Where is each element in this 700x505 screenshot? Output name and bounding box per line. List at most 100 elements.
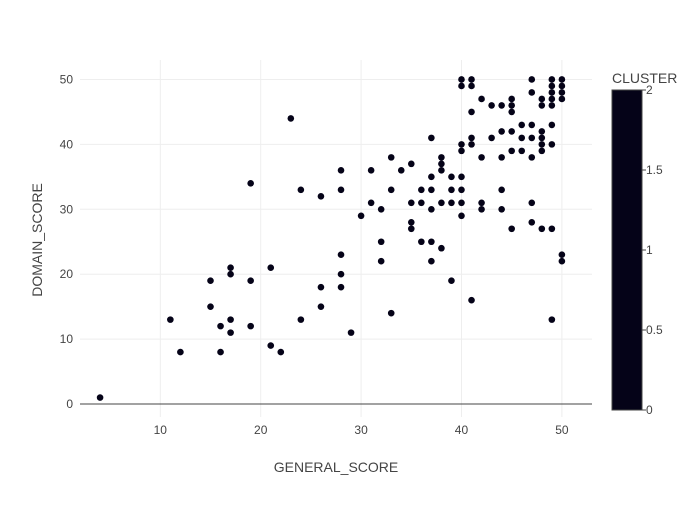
data-point <box>217 322 224 330</box>
data-point <box>548 82 556 90</box>
data-point <box>458 186 465 194</box>
data-point <box>548 141 556 148</box>
data-point <box>367 167 375 174</box>
data-point <box>498 205 505 213</box>
data-point <box>478 205 485 213</box>
data-point <box>558 257 566 265</box>
colorbar-tick-label: 1 <box>646 243 653 257</box>
data-point <box>508 95 515 103</box>
data-point <box>538 128 546 135</box>
data-point <box>458 199 465 207</box>
data-point <box>317 303 325 310</box>
data-point <box>407 218 415 226</box>
data-point <box>418 186 425 194</box>
data-point <box>548 95 556 103</box>
data-point <box>498 186 505 194</box>
data-point <box>337 251 345 259</box>
data-point <box>438 160 445 168</box>
data-point <box>448 277 455 284</box>
data-point <box>538 134 546 142</box>
data-point <box>407 225 415 233</box>
x-tick-label: 40 <box>455 423 469 437</box>
x-tick-label: 10 <box>154 423 168 437</box>
data-point <box>167 316 174 323</box>
data-point <box>558 89 566 96</box>
data-point <box>538 102 546 109</box>
data-point <box>227 270 234 278</box>
data-point <box>438 167 445 174</box>
colorbar-ticks: 0 0.5 1 1.5 2 <box>642 83 663 417</box>
data-point <box>478 95 485 103</box>
data-point <box>418 199 425 207</box>
data-point <box>538 225 546 233</box>
data-point <box>337 186 345 194</box>
data-point <box>538 147 546 155</box>
data-point <box>438 244 445 252</box>
data-point <box>438 199 445 207</box>
data-point <box>518 134 526 142</box>
data-point <box>387 309 395 317</box>
data-point <box>428 173 435 181</box>
colorbar-tick-label: 2 <box>646 83 653 97</box>
data-point <box>498 128 505 135</box>
data-point <box>387 154 395 161</box>
y-axis-ticks: 0 10 20 30 40 50 <box>60 72 74 411</box>
data-point <box>508 147 515 155</box>
data-point <box>508 108 515 116</box>
data-point <box>528 154 536 161</box>
data-point <box>468 141 475 148</box>
x-axis-ticks: 10 20 30 40 50 <box>154 423 569 437</box>
data-point <box>418 238 425 246</box>
data-point <box>277 348 285 356</box>
data-point <box>317 193 325 200</box>
data-point <box>428 186 435 194</box>
data-point <box>347 329 355 336</box>
data-point <box>407 199 415 207</box>
data-point <box>227 329 234 336</box>
data-point <box>508 128 515 135</box>
data-point <box>287 115 295 122</box>
data-point <box>377 238 385 246</box>
data-point <box>478 199 485 207</box>
data-point <box>478 154 485 161</box>
data-point <box>377 205 385 213</box>
data-point <box>548 76 556 83</box>
data-point <box>357 212 365 220</box>
x-axis-label: GENERAL_SCORE <box>274 459 398 475</box>
data-point <box>498 154 505 161</box>
data-point <box>468 108 475 116</box>
data-point <box>428 205 435 213</box>
data-point <box>247 322 254 330</box>
data-point <box>528 199 536 207</box>
data-point <box>367 199 375 207</box>
colorbar-tick-label: 0 <box>646 403 653 417</box>
data-point <box>387 186 395 194</box>
data-point <box>227 316 234 323</box>
data-point <box>558 82 566 90</box>
data-point <box>458 147 465 155</box>
data-point <box>538 95 546 103</box>
data-point <box>267 342 275 349</box>
data-point <box>337 283 345 291</box>
colorbar-tick-label: 0.5 <box>646 323 663 337</box>
y-tick-label: 50 <box>60 72 74 86</box>
data-point <box>247 180 254 187</box>
data-point <box>498 102 505 109</box>
y-axis-label: DOMAIN_SCORE <box>29 183 45 297</box>
data-point <box>247 277 254 284</box>
data-point <box>337 270 345 278</box>
data-point <box>488 102 495 109</box>
data-point <box>508 102 515 109</box>
data-point <box>428 238 435 246</box>
data-point <box>518 121 526 129</box>
data-point <box>458 141 465 148</box>
data-point <box>468 134 475 142</box>
data-point <box>458 82 465 90</box>
data-point <box>438 154 445 161</box>
data-point <box>428 134 435 142</box>
data-point <box>508 225 515 233</box>
y-tick-label: 10 <box>60 332 74 346</box>
data-point <box>488 134 495 142</box>
data-point <box>468 76 475 83</box>
